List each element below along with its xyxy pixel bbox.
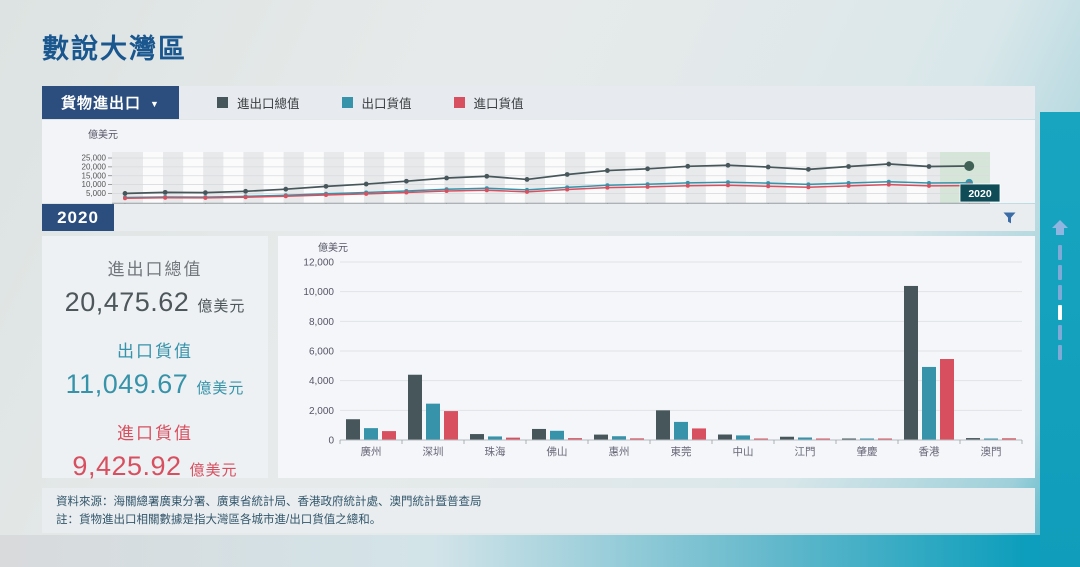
svg-text:澳門: 澳門 — [981, 445, 1002, 458]
stat-export-value: 出口貨值 11,049.67 億美元 — [66, 337, 245, 400]
svg-text:2020: 2020 — [968, 188, 992, 200]
svg-text:廣州: 廣州 — [361, 445, 382, 458]
svg-text:8,000: 8,000 — [309, 317, 334, 328]
scroll-segment-4[interactable] — [1058, 325, 1062, 340]
stat-import-value: 進口貨值 9,425.92 億美元 — [72, 419, 237, 482]
svg-text:惠州: 惠州 — [609, 445, 630, 458]
stat-total-trade: 進出口總值 20,475.62 億美元 — [65, 255, 246, 318]
legend-item-export[interactable]: 出口貨值 — [341, 93, 412, 112]
stat-import-label: 進口貨值 — [116, 424, 193, 443]
right-nav-strip — [1040, 112, 1080, 567]
legend-swatch-import — [453, 97, 465, 108]
scroll-segment-1[interactable] — [1058, 265, 1062, 280]
svg-text:10,000: 10,000 — [82, 180, 107, 189]
filter-row — [114, 204, 1035, 231]
svg-text:2,000: 2,000 — [309, 406, 334, 417]
legend-label-total: 進出口總值 — [237, 97, 300, 111]
home-icon[interactable] — [1051, 220, 1069, 241]
svg-text:深圳: 深圳 — [423, 446, 444, 458]
stat-total-value: 20,475.62 — [64, 287, 190, 317]
selected-year-badge: 2020 — [42, 204, 114, 231]
legend-label-export: 出口貨值 — [361, 97, 412, 111]
svg-text:20,000: 20,000 — [82, 162, 107, 171]
stat-export-unit: 億美元 — [196, 380, 245, 397]
scroll-segment-2[interactable] — [1058, 285, 1062, 300]
stats-panel: 進出口總值 20,475.62 億美元 出口貨值 11,049.67 億美元 進… — [42, 236, 268, 481]
svg-text:億美元: 億美元 — [318, 241, 348, 254]
svg-text:5,000: 5,000 — [86, 189, 107, 198]
svg-text:25,000: 25,000 — [82, 154, 107, 163]
bottom-accent-strip — [0, 535, 1080, 567]
svg-text:10,000: 10,000 — [303, 287, 334, 298]
city-bar-chart[interactable]: 億美元 0 2,000 4,000 6,000 8,000 10,000 12,000 廣州 深圳… — [278, 236, 1035, 478]
stat-total-unit: 億美元 — [197, 298, 246, 315]
legend-item-total[interactable]: 進出口總值 — [217, 93, 300, 112]
svg-text:佛山: 佛山 — [547, 445, 568, 458]
stat-import-unit: 億美元 — [189, 462, 238, 479]
chart-legend: 進出口總值 出口貨值 進口貨值 — [179, 86, 1035, 119]
footer-source: 資料來源：海關總署廣東分署、廣東省統計局、香港政府統計處、澳門統計暨普查局 — [56, 496, 482, 508]
svg-text:香港: 香港 — [919, 446, 940, 458]
svg-text:0: 0 — [328, 436, 334, 447]
legend-swatch-export — [341, 97, 353, 108]
svg-text:4,000: 4,000 — [309, 376, 334, 387]
stat-export-label: 出口貨值 — [117, 342, 193, 361]
svg-text:中山: 中山 — [733, 445, 754, 458]
trend-timeline-chart[interactable]: 億美元 5,000 10,000 15,000 20,000 25,000 2020 — [42, 120, 1035, 207]
city-bar-svg: 億美元 0 2,000 4,000 6,000 8,000 10,000 12,000 廣州 深圳… — [303, 241, 1023, 458]
stat-import-number: 9,425.92 — [72, 451, 182, 481]
footer-notes: 資料來源：海關總署廣東分署、廣東省統計局、香港政府統計處、澳門統計暨普查局 註：… — [42, 488, 1035, 533]
stat-total-label: 進出口總值 — [107, 260, 203, 279]
section-scroll-indicator — [1058, 245, 1062, 360]
svg-text:東莞: 東莞 — [671, 445, 692, 458]
chevron-down-icon: ▼ — [150, 98, 160, 109]
scroll-segment-3[interactable] — [1058, 305, 1062, 320]
svg-text:12,000: 12,000 — [303, 258, 334, 269]
svg-text:江門: 江門 — [795, 446, 816, 458]
svg-text:億美元: 億美元 — [88, 128, 118, 141]
legend-label-import: 進口貨值 — [473, 97, 524, 111]
scroll-segment-0[interactable] — [1058, 245, 1062, 260]
scroll-segment-5[interactable] — [1058, 345, 1062, 360]
filter-icon[interactable] — [999, 208, 1019, 228]
legend-item-import[interactable]: 進口貨值 — [453, 93, 524, 112]
topic-dropdown-label: 貨物進出口 — [61, 95, 142, 112]
control-bar: 貨物進出口 ▼ 進出口總值 出口貨值 進口貨值 — [42, 86, 1035, 119]
topic-dropdown[interactable]: 貨物進出口 ▼ — [42, 86, 179, 119]
svg-text:6,000: 6,000 — [309, 347, 334, 358]
svg-text:15,000: 15,000 — [82, 171, 107, 180]
page-title: 數說大灣區 — [42, 34, 187, 64]
footer-note: 註：貨物進出口相關數據是指大灣區各城市進/出口貨值之總和。 — [56, 514, 382, 526]
svg-text:肇慶: 肇慶 — [857, 445, 878, 458]
svg-text:珠海: 珠海 — [485, 445, 506, 458]
stat-export-number: 11,049.67 — [65, 369, 189, 399]
legend-swatch-total — [217, 97, 228, 108]
